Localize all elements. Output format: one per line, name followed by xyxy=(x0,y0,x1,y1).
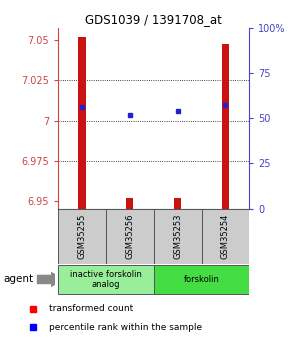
Bar xyxy=(222,43,229,209)
Bar xyxy=(58,265,154,294)
Bar xyxy=(154,209,202,264)
Text: GSM35255: GSM35255 xyxy=(77,214,86,259)
Bar xyxy=(126,197,133,209)
Text: percentile rank within the sample: percentile rank within the sample xyxy=(49,323,202,332)
Text: GSM35254: GSM35254 xyxy=(221,214,230,259)
Bar xyxy=(154,265,249,294)
Text: forskolin: forskolin xyxy=(184,275,220,284)
Text: inactive forskolin
analog: inactive forskolin analog xyxy=(70,270,142,289)
Bar xyxy=(174,197,181,209)
Text: agent: agent xyxy=(3,275,33,284)
Bar xyxy=(202,209,249,264)
Title: GDS1039 / 1391708_at: GDS1039 / 1391708_at xyxy=(85,13,222,27)
Bar xyxy=(58,209,106,264)
Text: GSM35253: GSM35253 xyxy=(173,214,182,259)
Text: transformed count: transformed count xyxy=(49,304,133,313)
Bar xyxy=(106,209,154,264)
Bar xyxy=(78,37,86,209)
Text: GSM35256: GSM35256 xyxy=(125,214,134,259)
FancyArrow shape xyxy=(37,272,65,287)
